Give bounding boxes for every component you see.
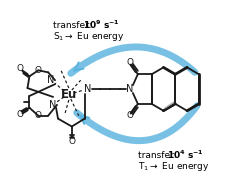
Text: O: O: [16, 110, 23, 119]
Text: transfer:: transfer:: [53, 20, 94, 30]
Text: O: O: [35, 66, 42, 75]
Text: N: N: [49, 100, 57, 110]
Text: S$_1$$\rightarrow$ Eu energy: S$_1$$\rightarrow$ Eu energy: [53, 30, 124, 43]
Text: T$_1$$\rightarrow$ Eu energy: T$_1$$\rightarrow$ Eu energy: [138, 160, 209, 173]
Text: O: O: [35, 111, 42, 120]
Text: N: N: [47, 75, 55, 85]
Text: O: O: [127, 58, 134, 67]
Text: O: O: [68, 137, 75, 146]
Text: Eu: Eu: [61, 87, 77, 101]
Text: $\mathbf{10^9}$ $\mathbf{s^{-1}}$: $\mathbf{10^9}$ $\mathbf{s^{-1}}$: [83, 19, 119, 31]
Text: transfer:: transfer:: [138, 151, 179, 160]
Text: O: O: [127, 111, 134, 120]
Text: O: O: [16, 64, 23, 73]
Text: $\mathbf{10^4}$ $\mathbf{s^{-1}}$: $\mathbf{10^4}$ $\mathbf{s^{-1}}$: [167, 149, 204, 161]
Text: N: N: [126, 84, 134, 94]
Text: N: N: [84, 84, 91, 94]
